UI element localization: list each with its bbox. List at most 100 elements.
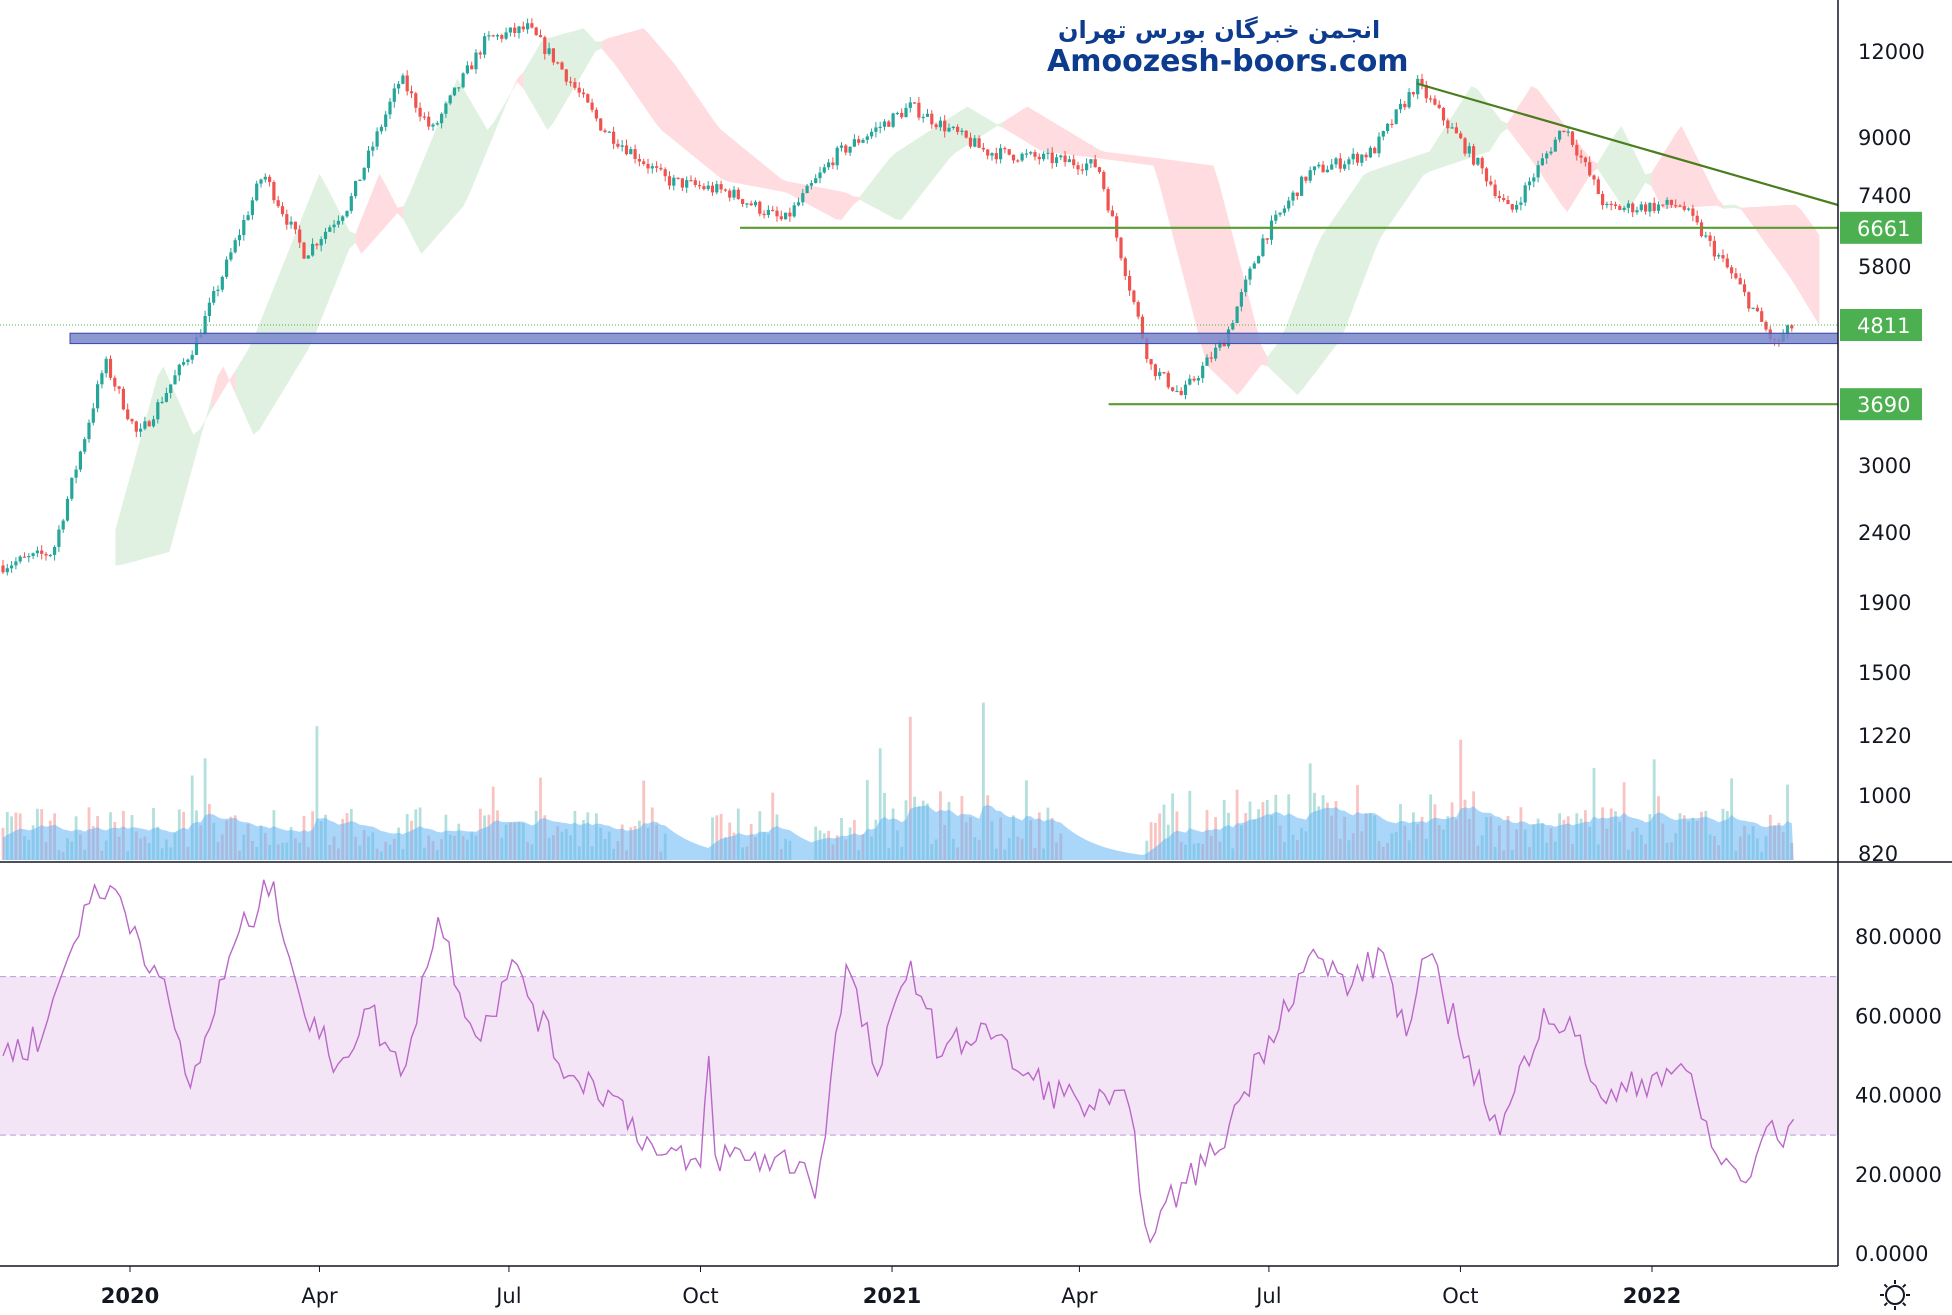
candle-down — [1110, 210, 1114, 217]
candle-down — [771, 209, 775, 212]
candle-down — [40, 550, 44, 554]
candle-up — [1218, 341, 1222, 348]
candle-up — [1381, 131, 1385, 137]
candle-down — [409, 91, 414, 94]
candle-down — [564, 69, 568, 82]
candle-up — [1648, 202, 1652, 212]
gear-icon[interactable] — [1880, 1280, 1910, 1310]
candle-down — [642, 161, 646, 164]
candle-down — [934, 124, 938, 128]
watermark-persian: انجمن خبرگان بورس تهران — [1058, 16, 1380, 44]
candle-down — [573, 82, 577, 88]
candle-down — [741, 199, 745, 204]
cloud-bullish — [523, 28, 602, 130]
cloud-bullish — [1723, 204, 1742, 210]
candle-down — [728, 190, 732, 198]
candle-up — [1394, 109, 1398, 124]
candle-up — [173, 375, 177, 385]
candle-up — [732, 189, 736, 198]
candle-up — [444, 103, 448, 114]
candle-down — [551, 48, 555, 63]
candle-down — [491, 35, 495, 37]
volume-bar — [715, 815, 719, 860]
candle-down — [1097, 167, 1102, 172]
candle-down — [1502, 198, 1506, 200]
candle-down — [1209, 357, 1213, 359]
candle-down — [1011, 154, 1016, 161]
candle-up — [87, 422, 91, 440]
candle-down — [1136, 302, 1140, 317]
candle-down — [577, 87, 581, 93]
candle-down — [667, 176, 672, 186]
candle-down — [758, 201, 762, 214]
candle-up — [1527, 181, 1532, 186]
candle-down — [1661, 204, 1665, 206]
support-zone — [69, 332, 1839, 345]
candle-down — [779, 216, 783, 220]
candle-down — [581, 92, 586, 95]
candle-down — [1742, 284, 1747, 293]
time-tick-label: Oct — [1442, 1284, 1478, 1308]
candle-down — [977, 138, 981, 148]
price-tick-label: 1900 — [1858, 591, 1911, 615]
candle-up — [1188, 378, 1192, 385]
candle-up — [852, 139, 856, 147]
candle-down — [1669, 199, 1673, 206]
candle-up — [1540, 158, 1544, 166]
price-badge — [1840, 309, 1922, 341]
volume-bar — [1149, 822, 1153, 860]
candle-down — [1480, 157, 1484, 169]
candle-down — [1725, 258, 1729, 268]
candle-up — [379, 126, 383, 132]
candle-up — [194, 337, 199, 355]
candle-up — [495, 35, 500, 37]
candle-up — [1257, 256, 1261, 264]
candle-up — [547, 48, 551, 54]
candle-up — [435, 123, 439, 125]
volume-bar — [865, 780, 869, 860]
candle-down — [646, 164, 650, 169]
candle-up — [1312, 166, 1317, 171]
time-tick-label: Oct — [682, 1284, 718, 1308]
candle-down — [470, 65, 474, 70]
candle-down — [1128, 276, 1132, 291]
volume-bar — [771, 792, 775, 860]
candle-up — [874, 127, 878, 132]
candle-down — [1153, 364, 1157, 377]
candle-up — [1622, 207, 1626, 210]
candle-up — [951, 126, 955, 128]
candle-up — [1558, 130, 1562, 140]
candle-up — [1274, 214, 1278, 221]
candle-up — [801, 193, 805, 203]
volume-bar — [1171, 793, 1174, 860]
candle-up — [332, 224, 336, 228]
candle-up — [1235, 306, 1239, 323]
candle-down — [844, 145, 848, 153]
candle-down — [1493, 184, 1497, 196]
time-tick-label: Apr — [301, 1284, 338, 1308]
candle-up — [212, 291, 216, 303]
candle-up — [384, 114, 388, 127]
candle-down — [414, 93, 418, 108]
candle-up — [388, 101, 392, 115]
candle-down — [1437, 104, 1441, 108]
candle-down — [1093, 159, 1097, 168]
candle-up — [1244, 279, 1248, 293]
candle-down — [1007, 149, 1011, 155]
cloud-bearish — [601, 28, 860, 220]
candle-down — [1652, 202, 1656, 211]
candle-down — [1730, 267, 1734, 274]
candle-up — [465, 65, 469, 74]
price-tick-label: 7400 — [1858, 184, 1911, 208]
candle-up — [607, 131, 611, 133]
candle-down — [1162, 372, 1166, 374]
candle-up — [1325, 169, 1329, 173]
candle-down — [775, 210, 779, 217]
candle-up — [1717, 255, 1721, 257]
cloud-bearish — [511, 72, 524, 93]
volume-bar — [642, 780, 646, 860]
candle-up — [1201, 365, 1205, 379]
candle-down — [1755, 307, 1759, 312]
candle-down — [1691, 208, 1695, 216]
